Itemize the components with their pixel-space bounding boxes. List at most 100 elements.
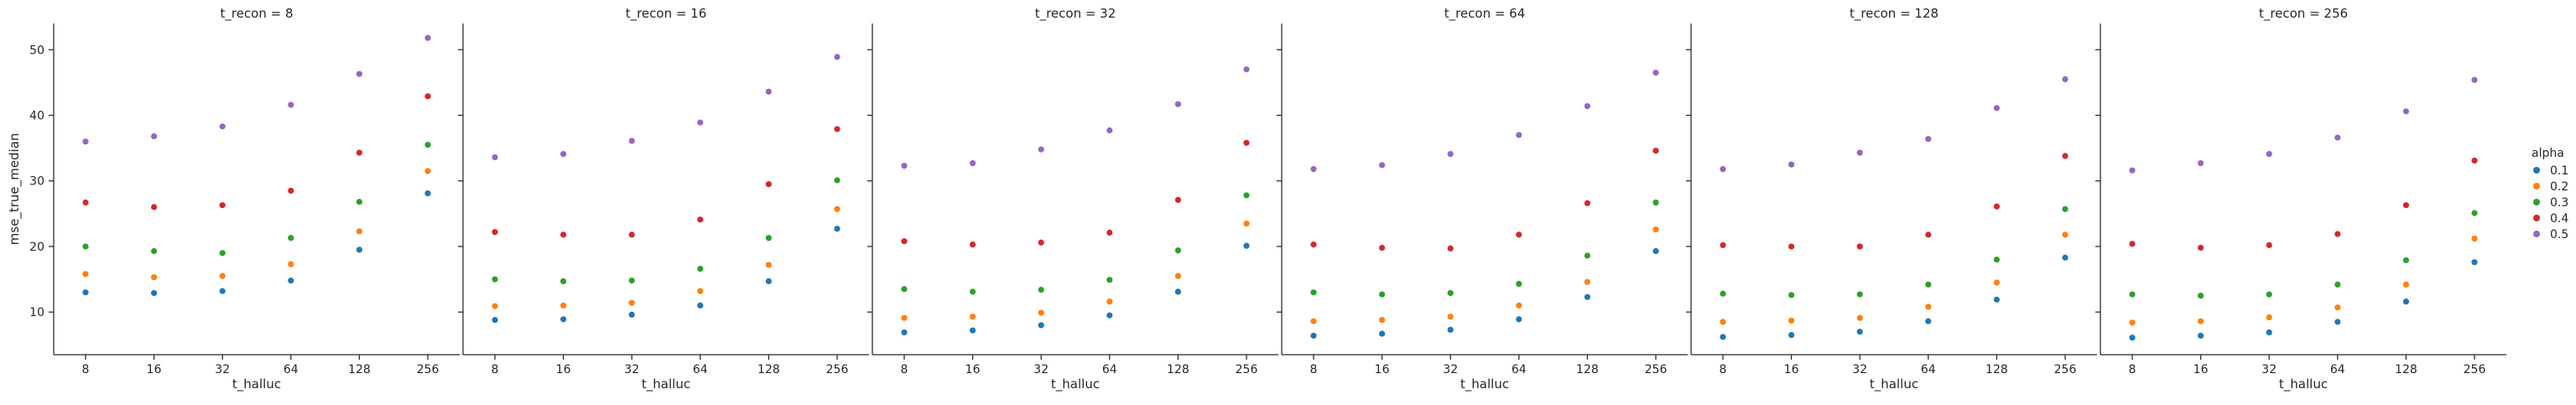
- data-point: [2129, 291, 2136, 298]
- data-point: [1379, 162, 1386, 169]
- y-tick-label: 30: [29, 175, 44, 189]
- data-point: [2266, 241, 2272, 248]
- data-point: [628, 299, 635, 306]
- data-point: [2062, 75, 2069, 83]
- data-point: [1310, 241, 1317, 248]
- data-point: [2402, 108, 2409, 115]
- data-point: [356, 70, 362, 77]
- data-point: [424, 190, 431, 197]
- data-point: [1788, 243, 1795, 250]
- data-point: [1038, 322, 1044, 329]
- data-point: [2266, 314, 2272, 321]
- data-point: [834, 54, 840, 60]
- panel-title: t_recon = 64: [1444, 6, 1526, 22]
- legend-entry: 0.3: [2533, 196, 2568, 210]
- legend-label: 0.3: [2550, 196, 2568, 210]
- data-point: [1516, 302, 1522, 309]
- data-point: [288, 101, 294, 108]
- data-point: [765, 235, 773, 241]
- data-point: [151, 204, 158, 210]
- data-point: [424, 142, 431, 148]
- data-point: [2198, 293, 2204, 299]
- data-point: [1106, 229, 1113, 236]
- data-point: [2129, 167, 2136, 174]
- x-tick-label: 64: [1921, 363, 1936, 376]
- x-tick-label: 16: [1784, 363, 1799, 376]
- x-tick-label: 32: [624, 363, 639, 376]
- x-tick-label: 128: [1167, 363, 1189, 376]
- legend-marker: [2533, 231, 2540, 237]
- data-point: [1925, 318, 1932, 325]
- data-point: [1447, 314, 1454, 320]
- facet-panel: 8 16 32 64 128 256 t_recon = 16 t_halluc: [458, 6, 869, 392]
- data-point: [901, 286, 908, 293]
- data-point: [492, 153, 498, 161]
- data-point: [834, 226, 840, 232]
- data-point: [492, 276, 498, 283]
- data-point: [1925, 231, 1932, 238]
- data-point: [1925, 136, 1932, 143]
- data-point: [1584, 200, 1590, 206]
- x-tick-label: 32: [2261, 363, 2277, 376]
- x-tick-label: 32: [1852, 363, 1867, 376]
- data-point: [2129, 335, 2136, 341]
- data-point: [1788, 331, 1795, 339]
- legend-label: 0.1: [2550, 164, 2568, 178]
- data-point: [697, 288, 704, 294]
- data-point: [151, 132, 158, 140]
- data-point: [1925, 281, 1932, 288]
- x-tick-label: 8: [901, 363, 908, 376]
- data-point: [1243, 66, 1250, 73]
- data-point: [970, 160, 976, 167]
- data-point: [82, 199, 89, 206]
- data-point: [2062, 254, 2069, 261]
- data-point: [1993, 203, 2000, 210]
- legend-entry: 0.1: [2533, 164, 2568, 178]
- data-point: [1038, 286, 1044, 293]
- data-point: [2129, 241, 2136, 247]
- panel-title: t_recon = 32: [1035, 6, 1116, 22]
- data-point: [1993, 296, 2000, 303]
- x-axis-label: t_halluc: [1460, 376, 1509, 392]
- x-tick-label: 16: [556, 363, 571, 376]
- data-point: [970, 288, 976, 295]
- x-tick-label: 128: [1576, 363, 1599, 376]
- x-tick-label: 32: [1443, 363, 1458, 376]
- facet-panels: 10 20 30 40 50 8 16 32 64 128 256 t_recon = 8 t_hall…: [7, 6, 2506, 392]
- data-point: [1720, 334, 1726, 340]
- data-point: [697, 216, 704, 223]
- data-point: [628, 311, 635, 318]
- x-tick-label: 16: [1375, 363, 1390, 376]
- data-point: [151, 289, 158, 297]
- data-point: [1720, 166, 1726, 173]
- panel-title: t_recon = 256: [2259, 6, 2348, 22]
- legend-label: 0.4: [2550, 212, 2568, 226]
- data-point: [1584, 293, 1590, 300]
- data-point: [1516, 132, 1522, 138]
- data-point: [1106, 299, 1113, 305]
- data-point: [82, 289, 89, 296]
- data-point: [1993, 105, 2000, 112]
- data-point: [2334, 319, 2341, 325]
- data-point: [1788, 317, 1795, 324]
- x-tick-label: 16: [2194, 363, 2209, 376]
- y-tick-label: 50: [29, 44, 44, 57]
- data-point: [628, 138, 635, 144]
- data-point: [1516, 231, 1522, 238]
- data-point: [765, 262, 773, 268]
- data-point: [1720, 319, 1726, 325]
- data-point: [1652, 70, 1659, 76]
- data-point: [1310, 289, 1317, 296]
- data-point: [2334, 281, 2341, 288]
- data-point: [1652, 199, 1659, 206]
- data-point: [765, 181, 773, 188]
- data-point: [356, 228, 362, 235]
- data-point: [492, 316, 498, 324]
- data-point: [697, 265, 704, 273]
- data-point: [82, 243, 89, 250]
- x-tick-label: 256: [417, 363, 440, 376]
- data-point: [2471, 76, 2478, 83]
- data-point: [2198, 244, 2204, 252]
- data-point: [834, 177, 840, 184]
